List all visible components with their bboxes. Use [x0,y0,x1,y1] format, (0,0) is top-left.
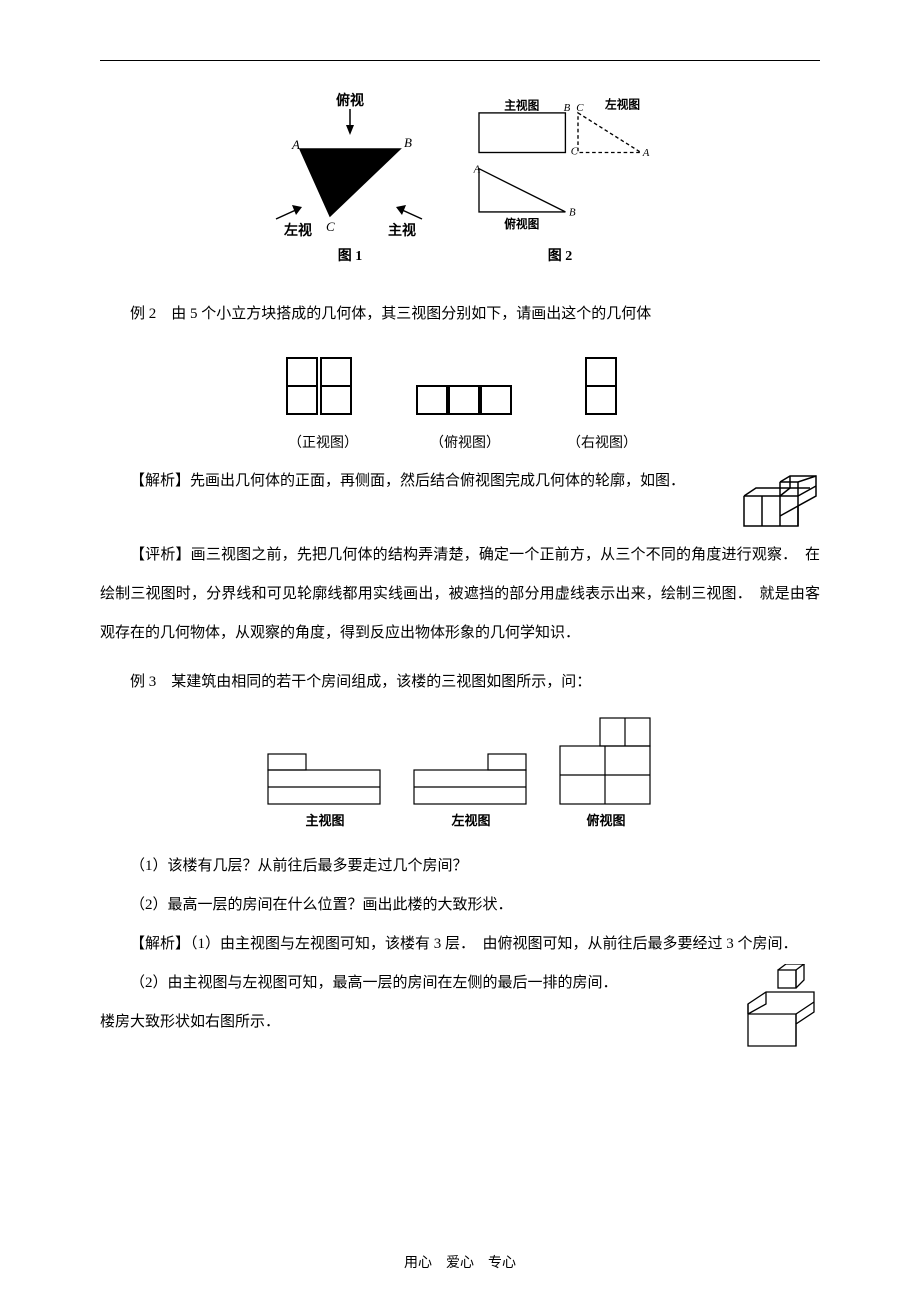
example-3-views: 主视图 左视图 俯视图 [100,716,820,829]
analysis-2-text: 先画出几何体的正面，再侧面，然后结合俯视图完成几何体的轮廓，如图． [190,473,685,489]
fig1-top-label: 俯视 [336,92,364,109]
analysis-3-label: 【解析】 [130,936,190,952]
building-svg [742,964,820,1050]
figure-2-caption: 图 2 [548,245,573,265]
example-2-solid-svg [740,468,820,530]
example-3-main-view: 主视图 [266,752,384,829]
figure-2: 主视图 B C 左视图 A C A B 俯视图 图 2 [470,91,650,265]
fig1-vertex-b: B [404,135,412,150]
analysis-3-p2: （2）由主视图与左视图可知，最高一层的房间在左侧的最后一排的房间． [100,964,820,1003]
analysis-3-last: 楼房大致形状如右图所示． [100,1003,820,1042]
top-horizontal-rule [100,60,820,61]
ex3-main-label: 主视图 [305,810,344,829]
figure-1-svg: 俯视 A B C 左视 主视 [270,91,430,241]
figure-1-caption: 图 1 [338,245,363,265]
example-3-left-view: 左视图 [412,752,530,829]
example-3-text: 例 3 某建筑由相同的若干个房间组成，该楼的三视图如图所示，问： [100,663,820,702]
analysis-label: 【解析】 [130,473,190,489]
fig2-pt-b-bot: B [569,207,576,219]
ex3-top-label: 俯视图 [586,810,625,829]
review-label: 【评析】 [130,547,191,563]
analysis-2: 【解析】先画出几何体的正面，再侧面，然后结合俯视图完成几何体的轮廓，如图． [100,462,820,501]
example-3-top-view: 俯视图 [558,716,654,829]
fig2-left-label: 左视图 [604,97,640,111]
top-view-caption: （俯视图） [430,432,500,452]
fig2-pt-a-mid: A [642,147,650,159]
example-2-top-view: （俯视图） [413,354,517,452]
top-view-svg [413,354,517,418]
fig1-right-label: 主视 [388,222,416,239]
example-2-front-view: （正视图） [283,354,363,452]
example-2-views: （正视图） （俯视图） （右视图） [100,354,820,452]
fig2-top-label: 俯视图 [504,217,539,231]
analysis-3-p1-text: （1）由主视图与左视图可知，该楼有 3 层． 由俯视图可知，从前往后最多要经过 … [190,936,798,952]
fig1-vertex-c: C [326,219,335,234]
fig1-left-label: 左视 [283,222,312,239]
front-view-caption: （正视图） [288,432,358,452]
right-view-caption: （右视图） [567,432,637,452]
front-view-svg [283,354,363,418]
figure-1: 俯视 A B C 左视 主视 图 1 [270,91,430,265]
review-2: 【评析】画三视图之前，先把几何体的结构弄清楚，确定一个正前方，从三个不同的角度进… [100,536,820,653]
fig2-main-label: 主视图 [504,98,539,112]
ex3-left-label: 左视图 [451,810,490,829]
figure-2-svg: 主视图 B C 左视图 A C A B 俯视图 [470,91,650,241]
review-2-text: 画三视图之前，先把几何体的结构弄清楚，确定一个正前方，从三个不同的角度进行观察．… [100,547,820,641]
ex3-main-svg [266,752,384,808]
question-1: （1）该楼有几层？从前往后最多要走过几个房间？ [100,847,820,886]
example-2-right-view: （右视图） [567,354,637,452]
example-2-text: 例 2 由 5 个小立方块搭成的几何体，其三视图分别如下，请画出这个的几何体 [100,295,820,334]
analysis-3-p1: 【解析】（1）由主视图与左视图可知，该楼有 3 层． 由俯视图可知，从前往后最多… [100,925,820,964]
fig2-pt-b: B [564,102,571,114]
fig1-vertex-a: A [291,137,300,152]
page-footer: 用心 爱心 专心 [100,1252,820,1272]
fig2-pt-c-mid: C [571,145,579,157]
ex3-left-svg [412,752,530,808]
figure-row-1: 俯视 A B C 左视 主视 图 1 主视图 B C 左视图 [100,91,820,265]
question-2: （2）最高一层的房间在什么位置？画出此楼的大致形状． [100,886,820,925]
ex3-top-svg [558,716,654,808]
right-view-svg [582,354,622,418]
